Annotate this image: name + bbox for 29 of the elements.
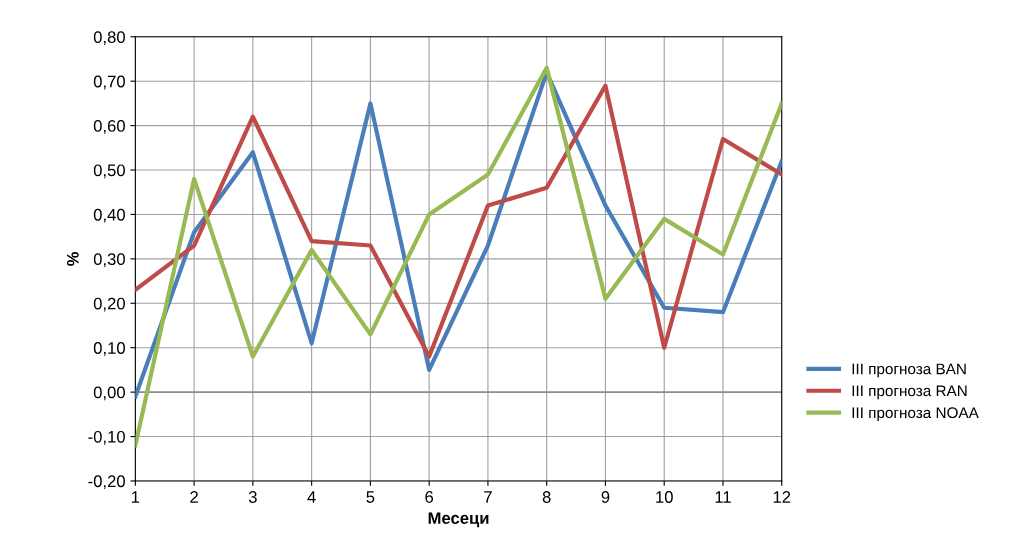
legend-label: III прогноза NOAA [852,407,979,422]
x-tick-label: 9 [601,491,610,503]
y-tick-label: 0,40 [93,208,125,223]
x-tick-label: 5 [366,491,375,503]
y-tick-label: -0,10 [88,430,125,445]
y-tick-label: 0,20 [93,297,125,312]
x-tick-label: 8 [542,491,551,503]
y-tick-label: 0,80 [93,31,125,45]
y-tick-label: 0,50 [93,164,125,179]
y-tick-label: 0,30 [93,253,125,268]
x-axis-title: Месеци [428,512,489,528]
y-tick-label: 0,60 [93,120,125,134]
y-tick-label: 0,00 [93,386,125,401]
y-axis-title: % [67,251,79,266]
legend-label: III прогноза RAN [852,385,967,400]
y-tick-label: 0,10 [93,342,125,356]
x-tick-label: 4 [307,491,316,503]
y-tick-label: 0,70 [93,75,125,90]
x-tick-label: 12 [773,491,791,503]
legend-label: III прогноза BAN [852,363,966,378]
x-tick-label: 2 [190,491,198,503]
x-tick-label: 10 [656,491,673,503]
x-tick-label: 3 [248,491,257,503]
x-tick-label: 6 [425,491,434,503]
x-tick-label: 11 [715,491,731,503]
x-tick-label: 7 [484,491,492,503]
line-series [135,83,782,359]
y-tick-label: -0,20 [88,475,125,490]
x-tick-label: 1 [131,491,140,503]
